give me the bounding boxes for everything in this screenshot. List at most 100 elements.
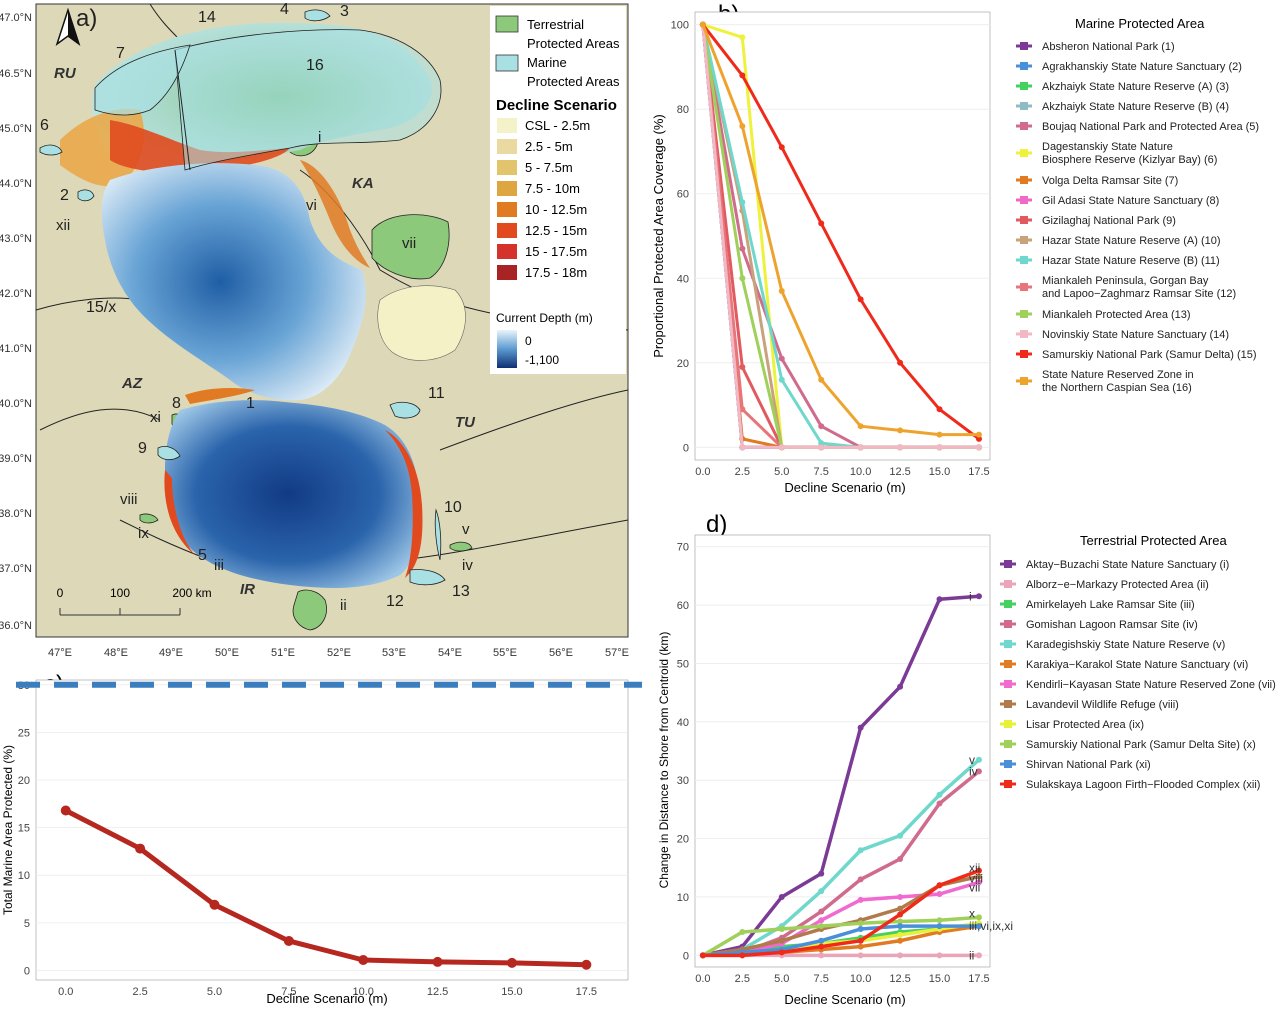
- panel-d-legend-marker-9: [1004, 740, 1012, 748]
- panel-d-series: [699, 593, 982, 959]
- decline-label-15-17-5m: 15 - 17.5m: [525, 244, 587, 259]
- panel-d-point-samurskiy-national-park-samur-delta-site-x-3: [818, 923, 825, 930]
- panel-d-xtick-2-5: 2.5: [735, 973, 750, 985]
- panel-d-point-kendirli-kayasan-state-nature-reserved-zone-vii-7: [975, 879, 982, 886]
- north-arrow-icon: [55, 7, 81, 46]
- panel-c-point-series-0-7: [581, 959, 592, 970]
- panel-b-point-state-nature-reserved-zone-in-the-northern-caspian-sea-16-5: [897, 427, 904, 434]
- panel-d-point-gomishan-lagoon-ramsar-site-iv-5: [897, 856, 904, 862]
- lon-label-52-e: 52°E: [327, 647, 351, 659]
- panel-c-xtick-12-5: 12.5: [427, 986, 448, 998]
- marine-areas: [39, 9, 446, 586]
- terrestrial-area-vii: [371, 214, 450, 280]
- country-label-ir: IR: [240, 581, 255, 598]
- panel-b-legend-label-5-0: Dagestanskiy State Nature: [1042, 141, 1173, 153]
- terrestrial-area-label-iii: iii: [214, 557, 224, 574]
- panel-b-legend-title: Marine Protected Area: [1075, 16, 1205, 31]
- panel-d-ytick-10: 10: [677, 892, 689, 904]
- decline-swatch-7-5-10m: [497, 181, 517, 196]
- panel-b-legend-marker-14: [1020, 350, 1028, 358]
- panel-c-point-series-0-1: [135, 843, 146, 854]
- lat-label-37-0-n: 37.0°N: [0, 563, 32, 575]
- lon-label-47-e: 47°E: [48, 647, 72, 659]
- marine-area-9: [157, 446, 181, 461]
- decline-swatch-csl-2-5m: [497, 118, 517, 133]
- panel-d-ytick-30: 30: [677, 775, 689, 787]
- panel-d-point-gomishan-lagoon-ramsar-site-iv-7: [975, 768, 982, 775]
- decline-zone-east-middle: [300, 160, 370, 268]
- depth-colorbar: [497, 330, 517, 368]
- marine-area-label-6: 6: [40, 117, 49, 134]
- panel-b-point-state-nature-reserved-zone-in-the-northern-caspian-sea-16-3: [818, 376, 825, 383]
- lon-label-54-e: 54°E: [438, 647, 462, 659]
- panel-b-legend-marker-5: [1020, 149, 1028, 157]
- panel-d-legend-marker-1: [1004, 580, 1012, 588]
- panel-d-point-sulakskaya-lagoon-firth-flooded-complex-xii-4: [857, 937, 864, 944]
- country-label-az: AZ: [121, 375, 143, 392]
- decline-swatch-2-5-5m: [497, 139, 517, 154]
- panel-d-point-gomishan-lagoon-ramsar-site-iv-3: [818, 908, 825, 915]
- panel-d-point-lavandevil-wildlife-refuge-viii-5: [897, 905, 904, 912]
- panel-b-point-samurskiy-national-park-samur-delta-15-4: [857, 296, 864, 303]
- panel-b-point-novinskiy-state-nature-sanctuary-14-3: [818, 444, 825, 451]
- panel-d-legend: Aktay−Buzachi State Nature Sanctuary (i)…: [1000, 559, 1276, 791]
- marine-area-11: [389, 401, 421, 419]
- panel-b-point-boujaq-national-park-and-protected-area-5-1: [739, 245, 746, 252]
- map-text-labels: RUKAAZTUIR123456789101112131415/x16iiiii…: [40, 1, 476, 614]
- decline-swatch-17-5-18m: [497, 265, 517, 280]
- panel-d-point-samurskiy-national-park-samur-delta-site-x-6: [936, 917, 943, 924]
- panel-b-xtick-15-0: 15.0: [929, 466, 950, 478]
- decline-label-2-5-5m: 2.5 - 5m: [525, 139, 573, 154]
- panel-d-point-kendirli-kayasan-state-nature-reserved-zone-vii-5: [897, 893, 904, 900]
- panel-d-xtick-0-0: 0.0: [695, 973, 710, 985]
- panel-d-point-shirvan-national-park-xi-3: [818, 937, 825, 944]
- lat-label-36-0-n: 36.0°N: [0, 620, 32, 632]
- panel-d-legend-marker-2: [1004, 600, 1012, 608]
- panel-d-point-shirvan-national-park-xi-5: [897, 923, 904, 930]
- panel-b-legend-label-13-0: Novinskiy State Nature Sanctuary (14): [1042, 329, 1229, 341]
- panel-b-legend-marker-13: [1020, 330, 1028, 338]
- decline-label-7-5-10m: 7.5 - 10m: [525, 181, 580, 196]
- panel-b-legend-marker-15: [1020, 377, 1028, 385]
- map-legend: Terrestrial Protected Areas Marine Prote…: [490, 6, 626, 374]
- marine-area-6: [39, 144, 63, 156]
- decline-label-csl-2-5m: CSL - 2.5m: [525, 118, 590, 133]
- panel-d-end-label-ii: ii: [969, 948, 974, 962]
- panel-d-point-shirvan-national-park-xi-6: [936, 923, 943, 930]
- panel-b-legend-marker-12: [1020, 310, 1028, 318]
- panel-d-end-label-vii: vii: [969, 881, 980, 895]
- terrestrial-area-label-ii: ii: [340, 597, 347, 614]
- panel-d-ytick-0: 0: [683, 950, 689, 962]
- lon-label-55-e: 55°E: [493, 647, 517, 659]
- panel-b-legend-marker-0: [1020, 42, 1028, 50]
- panel-d-xtick-12-5: 12.5: [889, 973, 910, 985]
- panel-b-point-state-nature-reserved-zone-in-the-northern-caspian-sea-16-4: [857, 423, 864, 430]
- panel-b-legend-label-9-0: Hazar State Nature Reserve (A) (10): [1042, 235, 1221, 247]
- marine-area-label-5: 5: [198, 547, 207, 564]
- panel-d-point-samurskiy-national-park-samur-delta-site-x-4: [857, 920, 864, 927]
- panel-b-legend-label-7-0: Gil Adasi State Nature Sanctuary (8): [1042, 195, 1219, 207]
- panel-c-series: [16, 681, 642, 970]
- panel-c-point-series-0-2: [209, 899, 220, 910]
- panel-c-xlabel: Decline Scenario (m): [266, 991, 387, 1006]
- panel-b-point-hazar-state-nature-reserve-b-11-2: [778, 376, 785, 383]
- panel-b-point-novinskiy-state-nature-sanctuary-14-6: [936, 444, 943, 451]
- panel-c-point-series-0-5: [432, 956, 443, 967]
- panel-d-line-aktay-buzachi-state-nature-sanctuary-i: [702, 594, 980, 958]
- panel-d-point-sulakskaya-lagoon-firth-flooded-complex-xii-5: [897, 911, 904, 918]
- decline-swatch-5-7-5m: [497, 160, 517, 175]
- panel-b-point-boujaq-national-park-and-protected-area-5-3: [818, 423, 825, 430]
- lon-label-49-e: 49°E: [159, 647, 183, 659]
- panel-c-ytick-25: 25: [18, 727, 30, 739]
- middle-caspian-basin: [101, 163, 366, 401]
- marine-area-16-boundary: [174, 49, 191, 171]
- panel-b-legend-marker-7: [1020, 196, 1028, 204]
- panel-d-point-karadegishskiy-state-nature-reserve-v-3: [818, 888, 825, 895]
- panel-d-legend-marker-4: [1004, 640, 1012, 648]
- panel-b-legend-marker-8: [1020, 216, 1028, 224]
- marine-area-label-12: 12: [386, 593, 404, 610]
- south-caspian-basin: [165, 400, 421, 588]
- panel-d-point-gomishan-lagoon-ramsar-site-iv-4: [857, 876, 864, 883]
- panel-d-point-aktay-buzachi-state-nature-sanctuary-i-3: [818, 870, 825, 877]
- panel-b-point-novinskiy-state-nature-sanctuary-14-2: [778, 444, 785, 451]
